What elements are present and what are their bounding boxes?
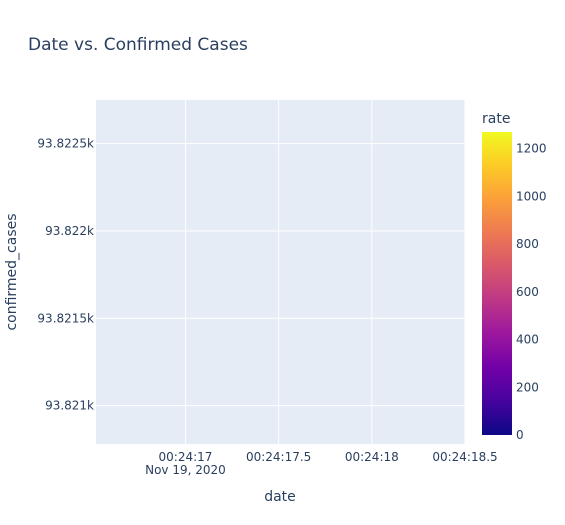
- colorbar-tick-label: 800: [516, 237, 539, 251]
- colorbar: [482, 132, 512, 435]
- x-tick-label: 00:24:18: [345, 450, 399, 464]
- colorbar-tick-label: 1000: [516, 189, 547, 203]
- y-tick-label: 93.8225k: [37, 137, 94, 151]
- y-tick-label: 93.821k: [45, 399, 94, 413]
- y-gridlines: [96, 143, 465, 407]
- x-tick-label: 00:24:17: [159, 450, 213, 464]
- colorbar-tick-label: 0: [516, 428, 524, 442]
- x-tick-sublabel: Nov 19, 2020: [145, 463, 226, 477]
- y-axis-label: confirmed_cases: [4, 213, 20, 330]
- y-tick-label: 93.822k: [45, 224, 94, 238]
- x-gridlines: [184, 100, 466, 444]
- y-axis-ticks: 93.821k 93.8215k 93.822k 93.8225k: [37, 137, 94, 413]
- colorbar-tick-label: 1200: [516, 142, 547, 156]
- colorbar-tick-label: 400: [516, 333, 539, 347]
- colorbar-tick-label: 200: [516, 380, 539, 394]
- x-tick-label: 00:24:17.5: [246, 450, 311, 464]
- colorbar-title: rate: [482, 111, 510, 127]
- y-tick-label: 93.8215k: [37, 311, 94, 325]
- plot-area: [96, 100, 465, 444]
- colorbar-ticks: 0 200 400 600 800 1000 1200: [516, 142, 547, 442]
- x-tick-label: 00:24:18.5: [432, 450, 497, 464]
- chart-title: Date vs. Confirmed Cases: [28, 35, 248, 55]
- x-axis-label: date: [264, 489, 296, 505]
- colorbar-tick-label: 600: [516, 285, 539, 299]
